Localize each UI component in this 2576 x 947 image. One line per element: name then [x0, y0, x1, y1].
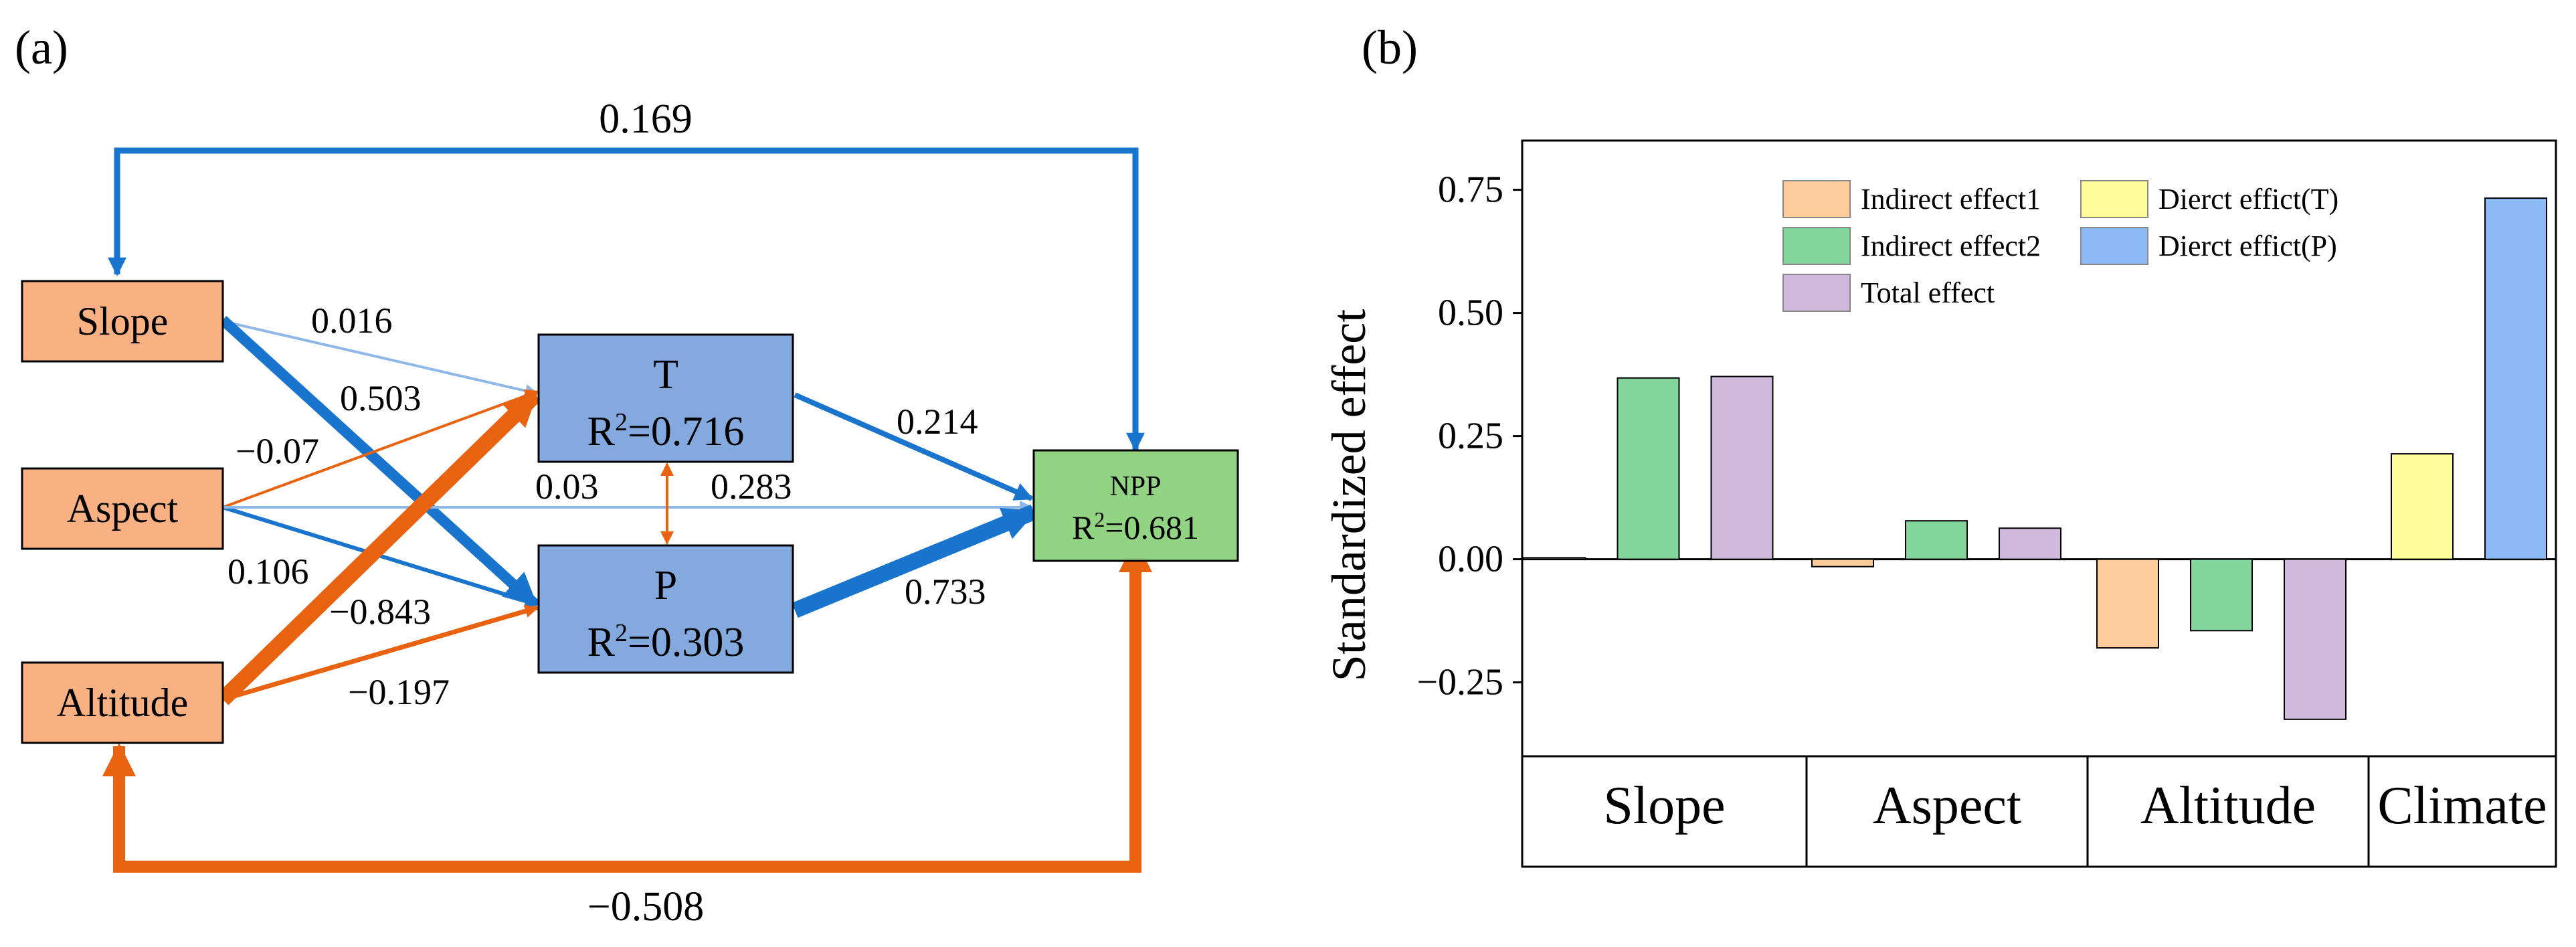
path-coefficients: 0.169 −0.508 0.016 0.503 −0.07 0.03 0.28…: [227, 96, 986, 930]
category-label: Slope: [1603, 776, 1725, 835]
bar: [2391, 453, 2454, 560]
legend-label: Indirect effect2: [1861, 230, 2041, 262]
node-altitude-label: Altitude: [57, 681, 189, 725]
node-npp-r2-sup: 2: [1094, 507, 1105, 531]
node-t-name: T: [653, 352, 678, 398]
panel-a: (a) Slope: [15, 21, 1239, 930]
coef-slope-t: 0.016: [311, 300, 393, 341]
bar: [1523, 557, 1586, 560]
legend-swatch: [2080, 227, 2148, 265]
bar: [2484, 197, 2547, 560]
y-tick-label: 0.75: [1438, 169, 1503, 211]
coef-altitude-t: −0.843: [329, 592, 431, 632]
node-p: P R2=0.303: [537, 544, 794, 674]
plot-frame: [1521, 139, 2557, 868]
coef-slope-p: 0.503: [340, 378, 422, 418]
node-t: T R2=0.716: [537, 333, 794, 463]
legend-label: Indirect effect1: [1861, 183, 2041, 216]
coef-t-p: 0.03: [535, 466, 599, 507]
arrow-t-npp: [794, 392, 1034, 501]
node-p-r2-value: =0.303: [628, 620, 744, 665]
node-aspect: Aspect: [21, 467, 224, 550]
legend-swatch: [1782, 227, 1851, 265]
node-p-r2: R2=0.303: [587, 619, 745, 665]
node-t-r2-sup: 2: [615, 408, 628, 436]
arrow-npp-slope: [108, 147, 1139, 432]
node-p-r2-sup: 2: [615, 619, 628, 647]
node-t-r2: R2=0.716: [587, 408, 745, 454]
coef-aspect-npp: 0.283: [711, 466, 792, 507]
node-t-r2-value: =0.716: [628, 409, 744, 454]
bar: [2190, 558, 2253, 632]
arrow-slope-t: [222, 320, 539, 398]
coef-altitude-p: −0.197: [348, 672, 450, 712]
panel-b: (b) Standardized effect −0.25 0.00 0.25 0.5…: [1322, 21, 2557, 868]
coef-aspect-p: 0.106: [227, 551, 309, 592]
bar: [1905, 520, 1968, 560]
legend-label: Dierct effict(T): [2158, 183, 2338, 216]
node-aspect-label: Aspect: [67, 487, 179, 531]
coef-p-npp: 0.733: [905, 572, 986, 612]
node-npp-r2-prefix: R: [1072, 509, 1095, 546]
legend-swatch: [1782, 274, 1851, 312]
legend-label: Total effect: [1861, 276, 1995, 309]
node-npp-r2: R2=0.681: [1072, 507, 1199, 546]
legend-swatch: [2080, 180, 2148, 218]
y-axis-title: Standardized effect: [1322, 309, 1376, 681]
node-altitude: Altitude: [21, 661, 224, 744]
y-tick-label: 0.25: [1438, 416, 1503, 457]
arrow-p-npp: [792, 504, 1037, 618]
node-t-r2-prefix: R: [587, 409, 616, 454]
category-label: Aspect: [1873, 776, 2021, 835]
coef-npp-slope: 0.169: [599, 96, 693, 142]
panel-b-label: (b): [1362, 21, 1418, 74]
arrow-aspect-t: [222, 389, 539, 509]
bar: [1999, 527, 2061, 560]
node-npp-r2-value: =0.681: [1105, 509, 1199, 546]
arrow-npp-altitude: [102, 539, 1141, 873]
node-npp-name: NPP: [1109, 471, 1161, 502]
bar: [2284, 558, 2347, 720]
y-tick-label: −0.25: [1416, 662, 1503, 703]
coef-aspect-t: −0.07: [236, 431, 319, 471]
node-npp: NPP R2=0.681: [1032, 449, 1239, 562]
chart-plot: −0.25 0.00 0.25 0.50 0.75 Slope Aspect Altitude…: [1416, 139, 2557, 868]
arrow-altitude-p: [222, 604, 539, 702]
bar: [2096, 558, 2159, 649]
y-tick-label: 0.00: [1438, 539, 1503, 580]
node-p-r2-prefix: R: [587, 620, 616, 665]
arrow-altitude-t: [217, 389, 541, 705]
y-tick-label: 0.50: [1438, 292, 1503, 334]
arrow-slope-p: [219, 316, 539, 608]
panel-a-label: (a): [15, 21, 68, 74]
bar: [1617, 377, 1680, 560]
category-label: Climate: [2377, 776, 2547, 835]
node-p-name: P: [654, 563, 677, 608]
coef-npp-altitude: −0.508: [587, 884, 704, 930]
bar: [1710, 375, 1774, 560]
node-slope: Slope: [21, 280, 224, 363]
coef-t-npp: 0.214: [897, 402, 978, 442]
node-slope-label: Slope: [77, 299, 169, 343]
legend-label: Dierct effict(P): [2158, 230, 2337, 262]
category-label: Altitude: [2140, 776, 2316, 835]
bar: [1811, 558, 1874, 568]
legend-swatch: [1782, 180, 1851, 218]
